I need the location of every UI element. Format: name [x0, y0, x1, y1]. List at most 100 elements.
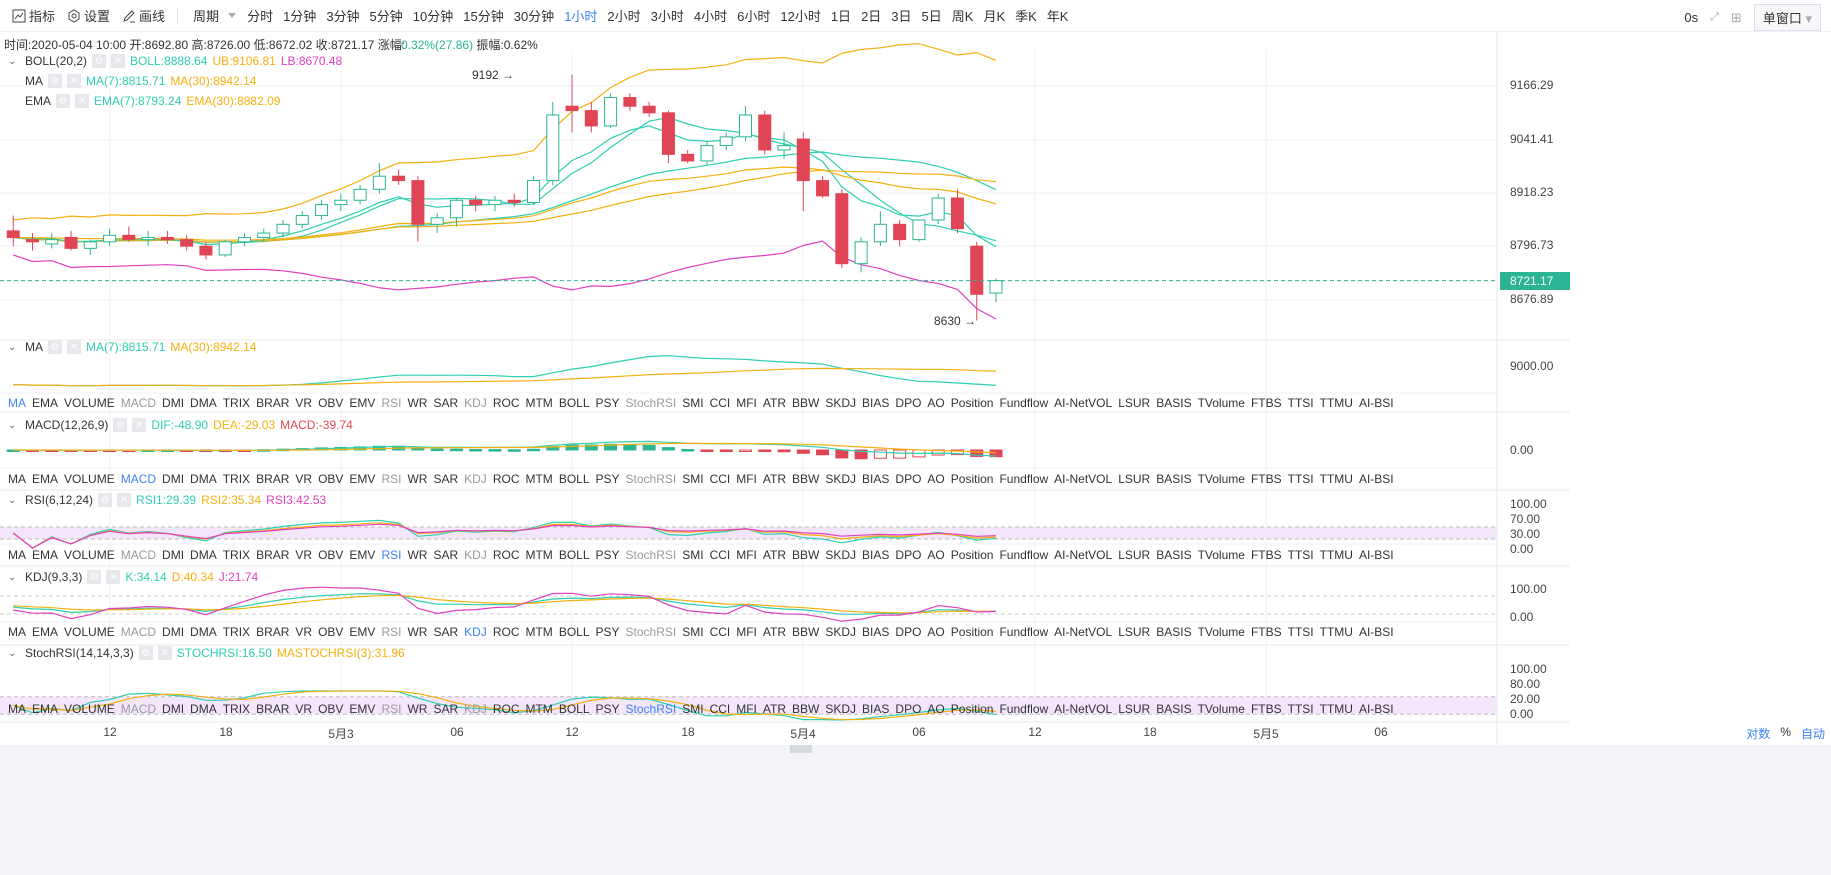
- tab-cci[interactable]: CCI: [709, 548, 731, 562]
- tab-ttmu[interactable]: TTMU: [1319, 396, 1353, 410]
- tab-dpo[interactable]: DPO: [895, 548, 922, 562]
- tab-mfi[interactable]: MFI: [736, 548, 757, 562]
- tab-fundflow[interactable]: Fundflow: [999, 472, 1049, 486]
- tab-basis[interactable]: BASIS: [1156, 396, 1192, 410]
- period-7[interactable]: 1小时: [564, 9, 598, 24]
- tab-psy[interactable]: PSY: [595, 625, 620, 639]
- tab-stochrsi[interactable]: StochRSI: [625, 472, 677, 486]
- tab-ma[interactable]: MA: [8, 548, 26, 562]
- gear-icon[interactable]: ⚙: [56, 94, 71, 108]
- tab-obv[interactable]: OBV: [318, 625, 344, 639]
- tab-smi[interactable]: SMI: [682, 548, 704, 562]
- period-8[interactable]: 2小时: [607, 9, 641, 24]
- period-4[interactable]: 10分钟: [412, 9, 454, 24]
- tab-macd[interactable]: MACD: [120, 625, 157, 639]
- tab-kdj[interactable]: KDJ: [464, 702, 487, 716]
- tab-basis[interactable]: BASIS: [1156, 702, 1192, 716]
- tab-ttsi[interactable]: TTSI: [1287, 625, 1314, 639]
- period-19[interactable]: 季K: [1015, 9, 1037, 24]
- tab-ema[interactable]: EMA: [32, 472, 59, 486]
- tab-tvolume[interactable]: TVolume: [1197, 396, 1245, 410]
- tab-skdj[interactable]: SKDJ: [825, 702, 857, 716]
- tab-dma[interactable]: DMA: [190, 548, 217, 562]
- tab-macd[interactable]: MACD: [120, 702, 157, 716]
- tab-stochrsi[interactable]: StochRSI: [625, 702, 677, 716]
- tab-psy[interactable]: PSY: [595, 396, 620, 410]
- tab-volume[interactable]: VOLUME: [64, 396, 115, 410]
- tab-lsur[interactable]: LSUR: [1118, 548, 1151, 562]
- tab-ema[interactable]: EMA: [32, 702, 59, 716]
- tab-ftbs[interactable]: FTBS: [1250, 472, 1282, 486]
- tab-volume[interactable]: VOLUME: [64, 625, 115, 639]
- tab-dma[interactable]: DMA: [190, 702, 217, 716]
- tab-ftbs[interactable]: FTBS: [1250, 548, 1282, 562]
- indicators-button[interactable]: 指标: [12, 6, 55, 25]
- tab-basis[interactable]: BASIS: [1156, 548, 1192, 562]
- tab-trix[interactable]: TRIX: [222, 702, 251, 716]
- tab-ao[interactable]: AO: [927, 625, 945, 639]
- tab-sar[interactable]: SAR: [433, 702, 459, 716]
- tab-bbw[interactable]: BBW: [792, 625, 820, 639]
- tab-ttmu[interactable]: TTMU: [1319, 702, 1353, 716]
- tab-mtm[interactable]: MTM: [525, 702, 553, 716]
- tab-ai-bsi[interactable]: AI-BSI: [1358, 548, 1394, 562]
- chevron-down-icon[interactable]: ⌄: [8, 419, 17, 431]
- tab-trix[interactable]: TRIX: [222, 548, 251, 562]
- tab-ao[interactable]: AO: [927, 472, 945, 486]
- tab-sar[interactable]: SAR: [433, 396, 459, 410]
- window-mode-dropdown[interactable]: 单窗口 ▾: [1753, 4, 1821, 31]
- tab-trix[interactable]: TRIX: [222, 472, 251, 486]
- log-scale-toggle[interactable]: 对数: [1746, 727, 1771, 741]
- tab-cci[interactable]: CCI: [709, 396, 731, 410]
- chevron-down-icon[interactable]: ⌄: [8, 571, 17, 583]
- tab-lsur[interactable]: LSUR: [1118, 472, 1151, 486]
- tab-mfi[interactable]: MFI: [736, 396, 757, 410]
- period-3[interactable]: 5分钟: [369, 9, 403, 24]
- tab-boll[interactable]: BOLL: [558, 472, 590, 486]
- tab-obv[interactable]: OBV: [318, 472, 344, 486]
- tab-ai-bsi[interactable]: AI-BSI: [1358, 625, 1394, 639]
- tab-macd[interactable]: MACD: [120, 396, 157, 410]
- tab-bias[interactable]: BIAS: [862, 625, 890, 639]
- tab-roc[interactable]: ROC: [492, 625, 520, 639]
- tab-wr[interactable]: WR: [407, 396, 428, 410]
- tab-brar[interactable]: BRAR: [256, 472, 290, 486]
- tab-dpo[interactable]: DPO: [895, 625, 922, 639]
- gear-icon[interactable]: ⚙: [87, 570, 102, 584]
- tab-emv[interactable]: EMV: [349, 472, 376, 486]
- tab-dmi[interactable]: DMI: [162, 625, 185, 639]
- tab-smi[interactable]: SMI: [682, 396, 704, 410]
- tab-roc[interactable]: ROC: [492, 548, 520, 562]
- tab-boll[interactable]: BOLL: [558, 548, 590, 562]
- tab-mtm[interactable]: MTM: [525, 625, 553, 639]
- tab-bias[interactable]: BIAS: [862, 548, 890, 562]
- auto-scale-toggle[interactable]: 自动: [1800, 727, 1825, 741]
- tab-ao[interactable]: AO: [927, 702, 945, 716]
- tab-sar[interactable]: SAR: [433, 625, 459, 639]
- tab-tvolume[interactable]: TVolume: [1197, 625, 1245, 639]
- tab-rsi[interactable]: RSI: [381, 702, 402, 716]
- period-11[interactable]: 6小时: [737, 9, 771, 24]
- tab-ma[interactable]: MA: [8, 396, 26, 410]
- tab-tvolume[interactable]: TVolume: [1197, 548, 1245, 562]
- tab-fundflow[interactable]: Fundflow: [999, 702, 1049, 716]
- period-18[interactable]: 月K: [983, 9, 1006, 24]
- tab-cci[interactable]: CCI: [709, 702, 731, 716]
- tab-mfi[interactable]: MFI: [736, 702, 757, 716]
- tab-ma[interactable]: MA: [8, 702, 26, 716]
- tab-vr[interactable]: VR: [295, 625, 313, 639]
- tab-atr[interactable]: ATR: [762, 625, 787, 639]
- close-icon[interactable]: ✕: [67, 74, 81, 88]
- tab-smi[interactable]: SMI: [682, 625, 704, 639]
- tab-basis[interactable]: BASIS: [1156, 625, 1192, 639]
- period-2[interactable]: 3分钟: [326, 9, 360, 24]
- tab-emv[interactable]: EMV: [349, 396, 376, 410]
- tab-bbw[interactable]: BBW: [792, 396, 820, 410]
- period-20[interactable]: 年K: [1046, 9, 1069, 24]
- gear-icon[interactable]: ⚙: [98, 493, 113, 507]
- close-icon[interactable]: ✕: [111, 54, 126, 68]
- tab-wr[interactable]: WR: [407, 472, 428, 486]
- tab-dmi[interactable]: DMI: [162, 548, 185, 562]
- tab-brar[interactable]: BRAR: [256, 396, 290, 410]
- tab-lsur[interactable]: LSUR: [1118, 625, 1151, 639]
